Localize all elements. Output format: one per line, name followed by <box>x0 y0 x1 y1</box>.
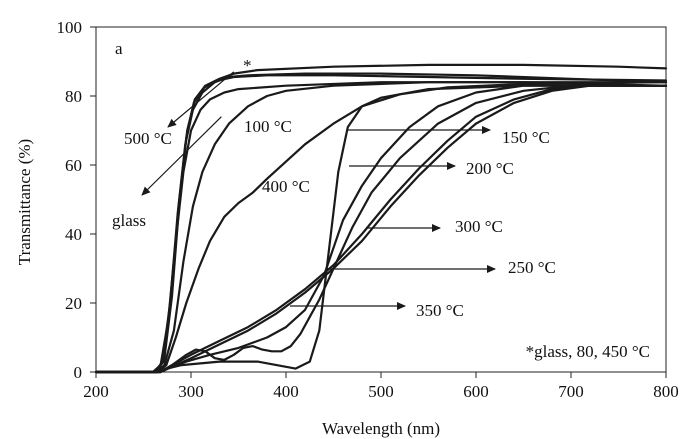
annotation-500-c: 500 °C <box>124 129 172 148</box>
x-axis-title: Wavelength (nm) <box>322 419 440 438</box>
x-tick-label: 700 <box>558 382 584 401</box>
series-line-300-c <box>94 84 668 374</box>
series-line-350-c <box>94 84 668 374</box>
x-tick-label: 500 <box>368 382 394 401</box>
annotation-arrow-glass <box>141 116 222 196</box>
x-tick-label: 200 <box>83 382 109 401</box>
series-line-250-c <box>94 84 668 374</box>
curves <box>94 63 668 374</box>
annotation-400-c: 400 °C <box>262 177 310 196</box>
series-line-100-c <box>94 81 668 374</box>
series-line-200-c <box>94 84 668 374</box>
x-tick-label: 400 <box>273 382 299 401</box>
annotation-250-c: 250 °C <box>508 258 556 277</box>
series-line-80-c <box>94 72 668 374</box>
y-tick-label: 0 <box>74 363 83 382</box>
annotation-350-c: 350 °C <box>416 301 464 320</box>
annotation-glass-80-450-c: *glass, 80, 450 °C <box>526 342 650 361</box>
series-line-400-c <box>94 81 668 374</box>
annotation-300-c: 300 °C <box>455 217 503 236</box>
y-tick-label: 20 <box>65 294 82 313</box>
panel-label: a <box>115 39 123 58</box>
y-tick-label: 60 <box>65 156 82 175</box>
series-line-500-c <box>94 74 668 374</box>
annotation-100-c: 100 °C <box>244 117 292 136</box>
annotation-150-c: 150 °C <box>502 128 550 147</box>
annotation-200-c: 200 °C <box>466 159 514 178</box>
tick-marks <box>90 26 667 378</box>
y-tick-label: 40 <box>65 225 82 244</box>
x-tick-label: 800 <box>653 382 679 401</box>
tick-labels: 200 300 400 500 600 700 800 0 20 40 60 80 100 <box>57 18 679 401</box>
annotation-asterisk: * <box>243 56 252 75</box>
series-line-150-c <box>94 84 668 374</box>
y-axis-title: Transmittance (%) <box>15 139 34 265</box>
x-tick-label: 600 <box>463 382 489 401</box>
y-tick-label: 100 <box>57 18 83 37</box>
y-tick-label: 80 <box>65 87 82 106</box>
annotation-arrow-500-c <box>167 71 235 128</box>
annotation-glass: glass <box>112 211 146 230</box>
x-tick-label: 300 <box>178 382 204 401</box>
annotations: * 500 °C glass 100 °C 400 °C 150 °C 200 °C 300 … <box>112 56 650 361</box>
series-line-glass <box>94 81 668 374</box>
